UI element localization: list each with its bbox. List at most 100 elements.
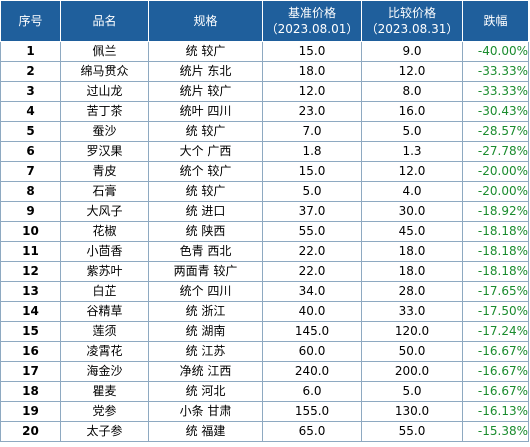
cell-change: -28.57%	[462, 121, 529, 142]
table-row: 13 白芷 统个 四川 34.0 28.0 -17.65%	[0, 281, 529, 302]
cell-index: 12	[0, 261, 61, 282]
table-body: 1 佩兰统 较广 15.0 9.0 -40.00% 2 绵马贯众 统片 东北 18.0 12.0-…	[0, 41, 529, 442]
header-compare-price-date: （2023.08.31）	[365, 22, 459, 36]
cell-index: 8	[0, 181, 61, 202]
table-row: 6 罗汉果 大个 广西 1.8 1.3 -27.78%	[0, 141, 529, 162]
cell-name: 海金沙	[60, 361, 149, 382]
cell-name: 莲须	[60, 321, 149, 342]
cell-base-price: 37.0	[262, 201, 362, 222]
cell-name: 绵马贯众	[60, 61, 149, 82]
table-row: 15 莲须统 湖南 145.0 120.0 -17.24%	[0, 321, 529, 342]
cell-index: 10	[0, 221, 61, 242]
cell-spec: 统 湖南	[148, 321, 263, 342]
header-compare-price-title: 比较价格	[387, 6, 436, 20]
cell-change: -20.00%	[462, 161, 529, 182]
cell-change: -30.43%	[462, 101, 529, 122]
cell-base-price: 7.0	[262, 121, 362, 142]
cell-base-price: 22.0	[262, 241, 362, 262]
table-row: 20 太子参统 福建 65.0 55.0 -15.38%	[0, 421, 529, 442]
table-header-row: 序号 品名 规格 基准价格 （2023.08.01） 比较价格 （2023.08…	[0, 0, 529, 42]
cell-name: 瞿麦	[60, 381, 149, 402]
cell-name: 太子参	[60, 421, 149, 442]
cell-spec: 统叶 四川	[148, 101, 263, 122]
table-row: 8 石膏统 较广 5.0 4.0 -20.00%	[0, 181, 529, 202]
cell-spec: 统 福建	[148, 421, 263, 442]
cell-spec: 大个 广西	[148, 141, 263, 162]
header-spec: 规格	[148, 0, 263, 42]
cell-base-price: 5.0	[262, 181, 362, 202]
cell-compare-price: 12.0	[361, 161, 463, 182]
table-row: 10 花椒统 陕西 55.0 45.0 -18.18%	[0, 221, 529, 242]
cell-change: -15.38%	[462, 421, 529, 442]
cell-spec: 统 较广	[148, 41, 263, 62]
table-row: 2 绵马贯众 统片 东北 18.0 12.0 -33.33%	[0, 61, 529, 82]
cell-change: -40.00%	[462, 41, 529, 62]
cell-spec: 统 浙江	[148, 301, 263, 322]
cell-index: 6	[0, 141, 61, 162]
table-row: 9 大风子统 进口 37.0 30.0 -18.92%	[0, 201, 529, 222]
cell-name: 蚕沙	[60, 121, 149, 142]
cell-index: 18	[0, 381, 61, 402]
cell-compare-price: 120.0	[361, 321, 463, 342]
cell-base-price: 65.0	[262, 421, 362, 442]
cell-base-price: 23.0	[262, 101, 362, 122]
table-row: 3 过山龙 统片 较广 12.0 8.0 -33.33%	[0, 81, 529, 102]
cell-compare-price: 18.0	[361, 261, 463, 282]
cell-spec: 统 河北	[148, 381, 263, 402]
cell-spec: 统个 四川	[148, 281, 263, 302]
cell-change: -33.33%	[462, 61, 529, 82]
cell-compare-price: 18.0	[361, 241, 463, 262]
cell-change: -16.67%	[462, 341, 529, 362]
table-row: 16 凌霄花统 江苏 60.0 50.0 -16.67%	[0, 341, 529, 362]
cell-base-price: 155.0	[262, 401, 362, 422]
cell-index: 2	[0, 61, 61, 82]
cell-change: -18.92%	[462, 201, 529, 222]
cell-index: 7	[0, 161, 61, 182]
header-base-price: 基准价格 （2023.08.01）	[262, 0, 362, 42]
cell-name: 党参	[60, 401, 149, 422]
cell-name: 罗汉果	[60, 141, 149, 162]
cell-name: 苦丁茶	[60, 101, 149, 122]
cell-spec: 统 进口	[148, 201, 263, 222]
cell-spec: 统片 较广	[148, 81, 263, 102]
cell-spec: 净统 江西	[148, 361, 263, 382]
cell-base-price: 34.0	[262, 281, 362, 302]
table-row: 4 苦丁茶 统叶 四川 23.0 16.0 -30.43%	[0, 101, 529, 122]
cell-spec: 统 较广	[148, 181, 263, 202]
cell-spec: 统 江苏	[148, 341, 263, 362]
cell-index: 15	[0, 321, 61, 342]
cell-compare-price: 130.0	[361, 401, 463, 422]
cell-change: -20.00%	[462, 181, 529, 202]
cell-base-price: 145.0	[262, 321, 362, 342]
header-base-price-title: 基准价格	[287, 6, 336, 20]
cell-index: 1	[0, 41, 61, 62]
table-row: 12 紫苏叶 两面青 较广 22.0 18.0 -18.18%	[0, 261, 529, 282]
cell-index: 9	[0, 201, 61, 222]
cell-compare-price: 55.0	[361, 421, 463, 442]
cell-compare-price: 1.3	[361, 141, 463, 162]
cell-compare-price: 4.0	[361, 181, 463, 202]
cell-spec: 统个 较广	[148, 161, 263, 182]
cell-compare-price: 33.0	[361, 301, 463, 322]
cell-change: -16.67%	[462, 381, 529, 402]
table-row: 14 谷精草统 浙江 40.0 33.0 -17.50%	[0, 301, 529, 322]
cell-change: -17.50%	[462, 301, 529, 322]
table-row: 11 小茴香 色青 西北 22.0 18.0 -18.18%	[0, 241, 529, 262]
table-row: 19 党参 小条 甘肃 155.0 130.0 -16.13%	[0, 401, 529, 422]
cell-base-price: 1.8	[262, 141, 362, 162]
header-compare-price: 比较价格 （2023.08.31）	[361, 0, 463, 42]
header-index: 序号	[0, 0, 61, 42]
header-name: 品名	[60, 0, 149, 42]
cell-name: 过山龙	[60, 81, 149, 102]
header-change: 跌幅	[462, 0, 529, 42]
cell-name: 花椒	[60, 221, 149, 242]
cell-index: 13	[0, 281, 61, 302]
cell-name: 紫苏叶	[60, 261, 149, 282]
cell-compare-price: 50.0	[361, 341, 463, 362]
cell-compare-price: 8.0	[361, 81, 463, 102]
table-row: 5 蚕沙统 较广 7.0 5.0 -28.57%	[0, 121, 529, 142]
cell-compare-price: 28.0	[361, 281, 463, 302]
cell-index: 19	[0, 401, 61, 422]
cell-change: -18.18%	[462, 241, 529, 262]
